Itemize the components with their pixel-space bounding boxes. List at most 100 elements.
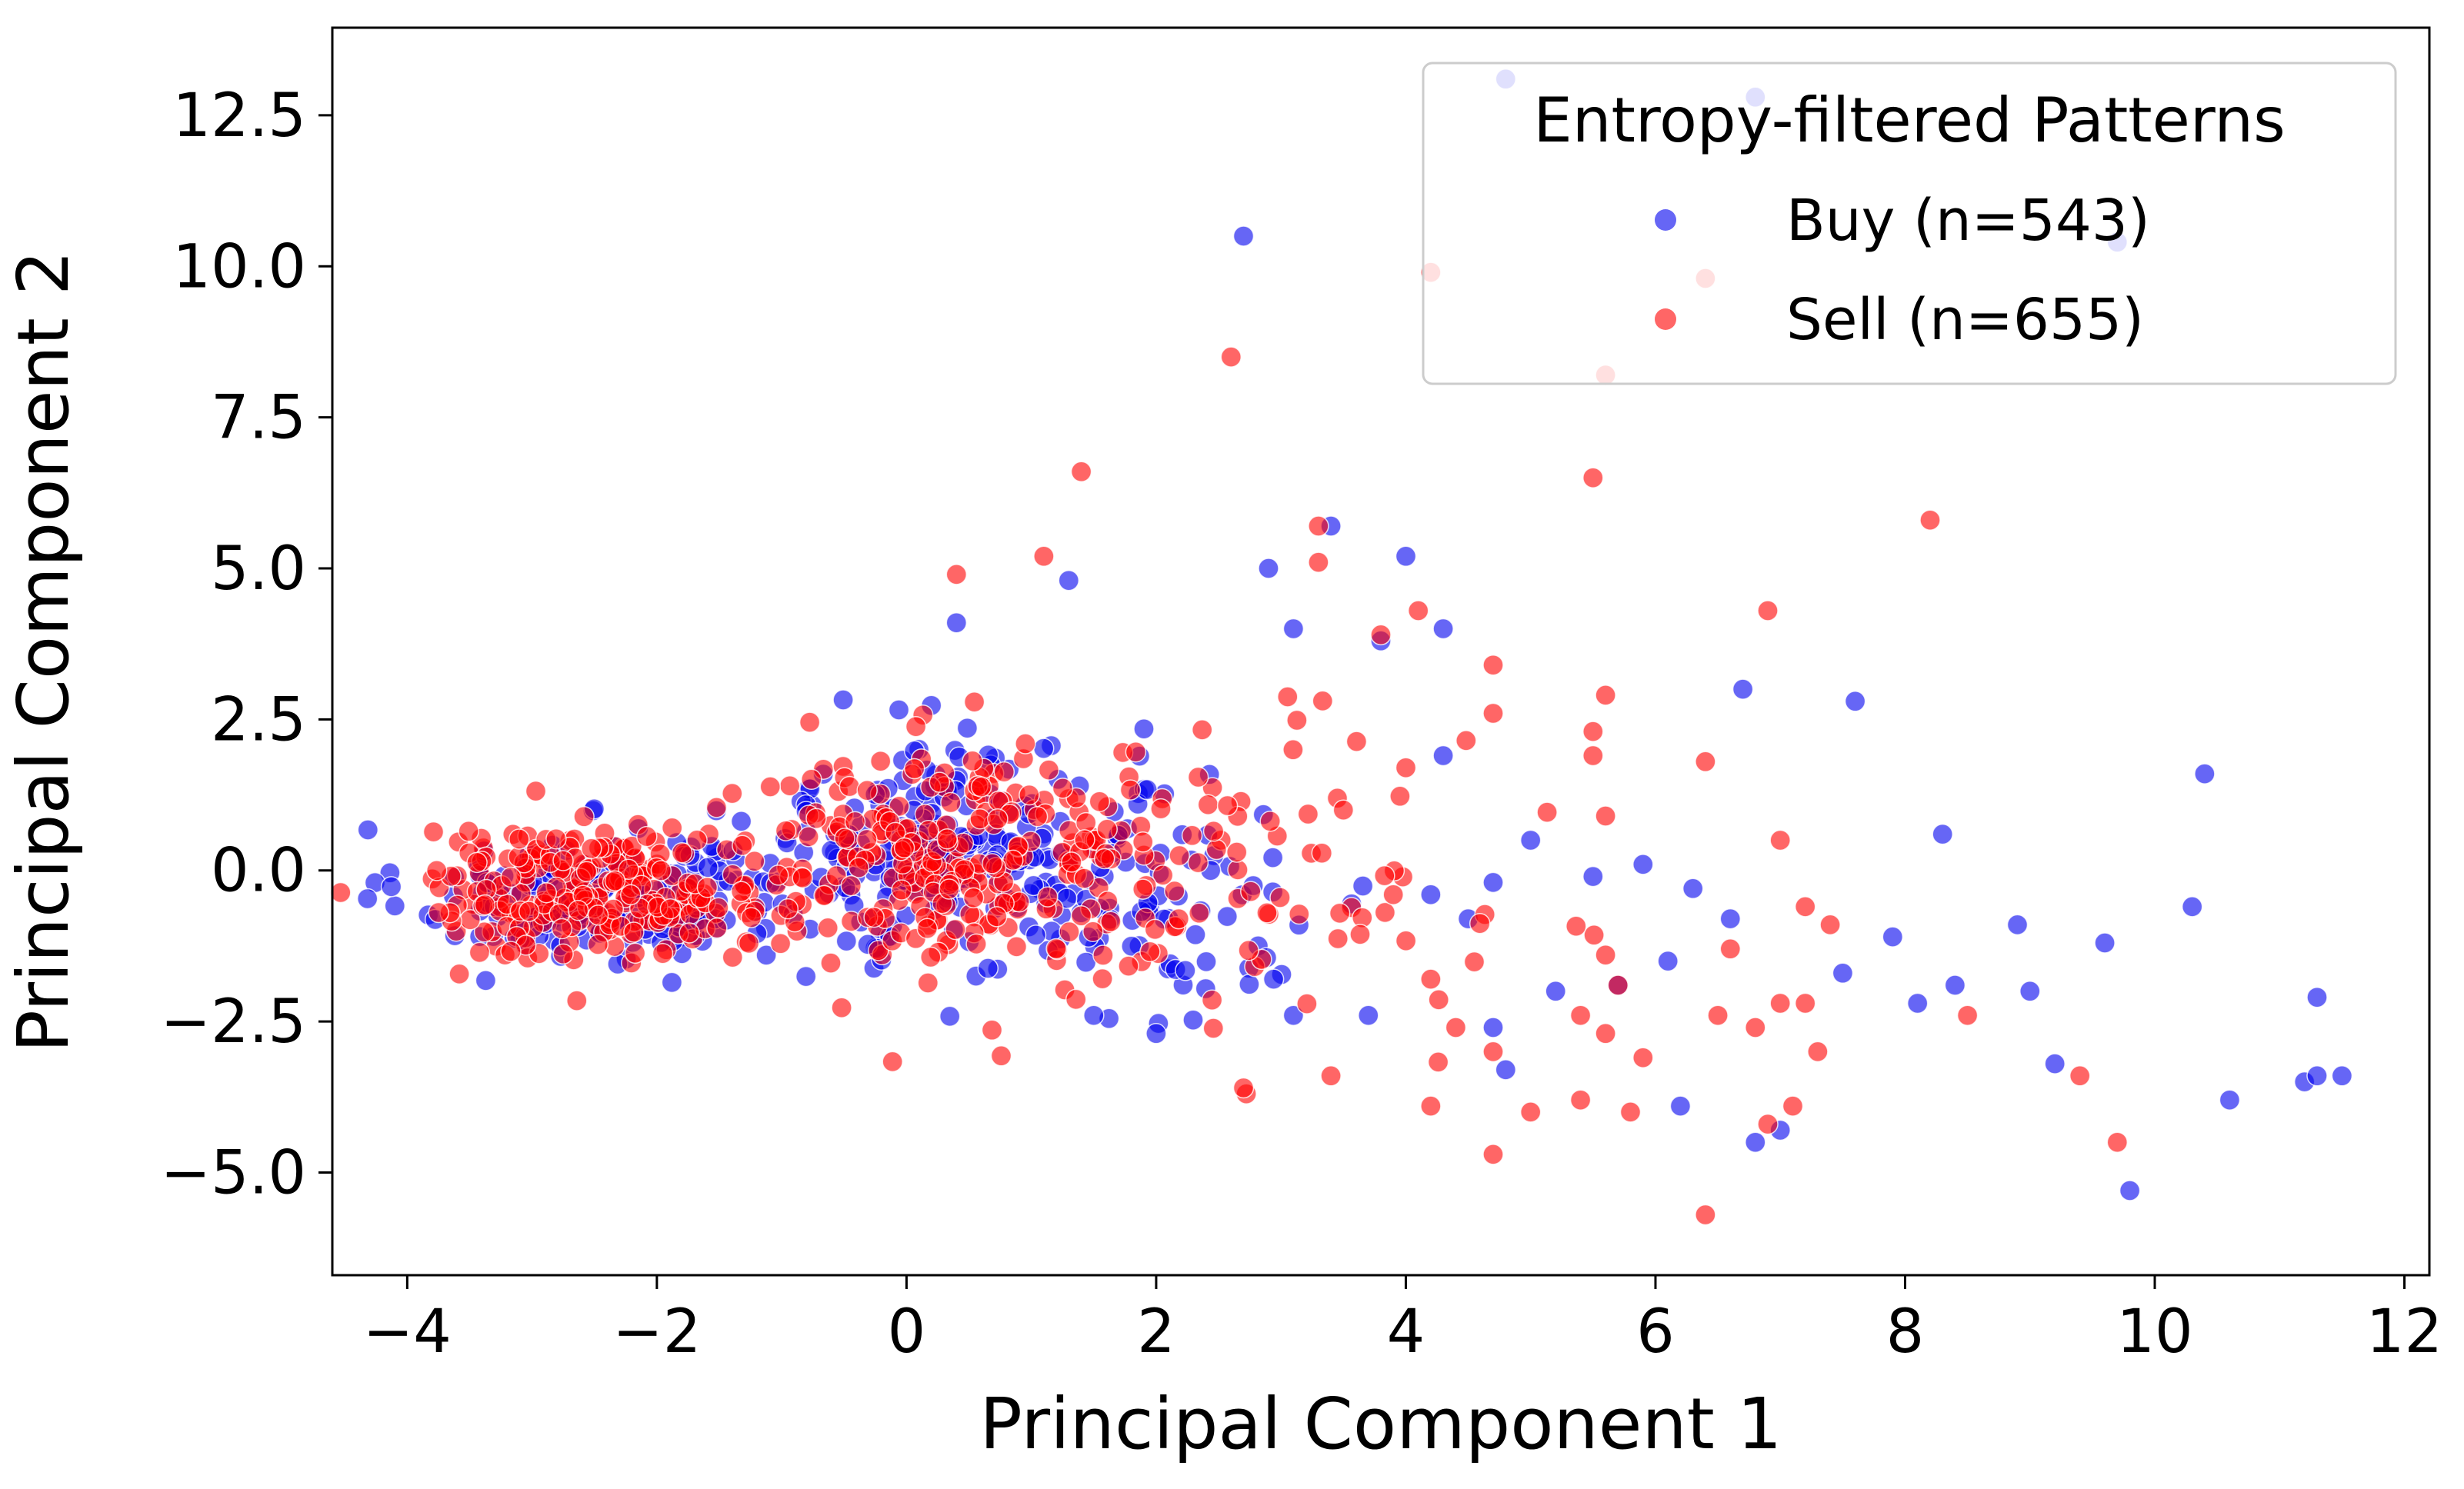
data-point-buy xyxy=(357,819,379,841)
data-point-buy xyxy=(939,1005,961,1028)
data-point-sell xyxy=(1482,1041,1504,1063)
data-point-sell xyxy=(1150,798,1172,820)
data-point-buy xyxy=(2194,763,2216,784)
data-point-buy xyxy=(1032,738,1055,759)
legend: Entropy-filtered Patterns Buy (n=543) Se… xyxy=(1422,62,2397,385)
data-point-sell xyxy=(722,864,744,885)
data-point-sell xyxy=(1038,759,1060,781)
data-point-buy xyxy=(888,699,910,721)
data-point-sell xyxy=(1395,757,1417,778)
data-point-sell xyxy=(1794,992,1816,1014)
data-point-sell xyxy=(1132,831,1154,853)
data-point-sell xyxy=(1463,951,1485,973)
y-tick-label: 0.0 xyxy=(211,837,306,906)
data-point-sell xyxy=(659,898,682,920)
data-point-sell xyxy=(970,776,992,798)
y-tick-label: 2.5 xyxy=(211,685,306,754)
data-point-sell xyxy=(722,946,744,968)
data-point-sell xyxy=(917,972,939,994)
data-point-sell xyxy=(448,963,470,985)
data-point-sell xyxy=(1015,733,1036,754)
data-point-sell xyxy=(722,782,743,804)
data-point-sell xyxy=(1582,467,1604,488)
data-point-sell xyxy=(1197,794,1219,815)
data-point-sell xyxy=(982,853,1003,874)
data-point-sell xyxy=(1187,766,1209,788)
data-point-sell xyxy=(1819,914,1841,936)
data-point-buy xyxy=(2219,1089,2241,1111)
data-point-sell xyxy=(863,906,885,928)
data-point-sell xyxy=(1052,778,1074,799)
data-point-sell xyxy=(759,776,782,798)
data-point-sell xyxy=(1407,600,1429,621)
data-point-sell xyxy=(987,808,1009,830)
data-point-sell xyxy=(993,761,1015,783)
y-tick-label: 12.5 xyxy=(172,82,306,151)
data-point-buy xyxy=(2181,896,2203,918)
data-point-sell xyxy=(1005,936,1028,958)
data-point-sell xyxy=(817,917,839,939)
data-point-sell xyxy=(1033,545,1055,568)
data-point-sell xyxy=(1019,784,1040,806)
data-point-sell xyxy=(945,564,968,585)
data-point-sell xyxy=(587,934,609,955)
data-point-buy xyxy=(1682,878,1704,900)
data-point-sell xyxy=(730,881,752,902)
data-point-sell xyxy=(820,952,842,974)
data-point-sell xyxy=(1782,1095,1804,1117)
data-point-buy xyxy=(661,971,683,994)
data-point-sell xyxy=(1327,928,1349,950)
data-point-buy xyxy=(1133,718,1155,740)
data-point-buy xyxy=(1175,960,1196,981)
data-point-buy xyxy=(1519,829,1542,851)
data-point-sell xyxy=(566,990,588,1011)
data-point-buy xyxy=(2331,1065,2353,1087)
data-point-sell xyxy=(1420,968,1442,990)
x-tick-label: 10 xyxy=(2116,1297,2192,1367)
data-point-buy xyxy=(1352,875,1374,897)
data-point-sell xyxy=(661,817,683,839)
data-point-sell xyxy=(1181,824,1203,847)
data-point-buy xyxy=(2019,981,2041,1002)
data-point-sell xyxy=(1695,751,1716,773)
data-point-sell xyxy=(903,758,925,780)
data-point-buy xyxy=(956,717,979,739)
data-point-sell xyxy=(981,1019,1003,1041)
data-point-buy xyxy=(1145,1023,1167,1044)
data-point-buy xyxy=(697,857,719,878)
data-point-sell xyxy=(1065,988,1087,1011)
data-point-sell xyxy=(1320,1065,1342,1087)
x-axis-label: Principal Component 1 xyxy=(979,1383,1782,1465)
data-point-sell xyxy=(1595,685,1616,706)
data-point-buy xyxy=(1216,905,1239,928)
data-point-sell xyxy=(929,771,951,793)
data-point-sell xyxy=(1569,1089,1592,1111)
data-point-sell xyxy=(936,828,958,850)
data-point-sell xyxy=(458,821,479,842)
data-point-sell xyxy=(1074,829,1095,851)
data-point-sell xyxy=(473,921,495,943)
data-point-sell xyxy=(545,828,567,850)
data-point-buy xyxy=(1420,884,1442,905)
data-point-sell xyxy=(918,819,939,841)
legend-marker-buy xyxy=(1655,209,1676,231)
data-point-sell xyxy=(882,1051,903,1073)
data-point-sell xyxy=(1232,1077,1255,1099)
data-point-sell xyxy=(1227,859,1249,881)
data-point-sell xyxy=(1093,848,1115,870)
data-point-sell xyxy=(1445,1017,1467,1038)
data-point-sell xyxy=(1201,989,1223,1011)
data-point-sell xyxy=(1607,974,1629,996)
data-point-buy xyxy=(832,689,854,711)
data-point-sell xyxy=(856,779,878,801)
legend-label-buy: Buy (n=543) xyxy=(1786,188,2150,254)
x-tick-label: 2 xyxy=(1137,1297,1175,1367)
data-point-buy xyxy=(1545,981,1566,1002)
data-point-buy xyxy=(977,958,999,979)
data-point-sell xyxy=(1089,791,1111,812)
data-point-sell xyxy=(1205,838,1228,861)
data-point-sell xyxy=(1807,1041,1829,1063)
data-point-sell xyxy=(825,864,848,887)
data-point-buy xyxy=(1582,865,1604,888)
data-point-buy xyxy=(1482,1017,1504,1038)
